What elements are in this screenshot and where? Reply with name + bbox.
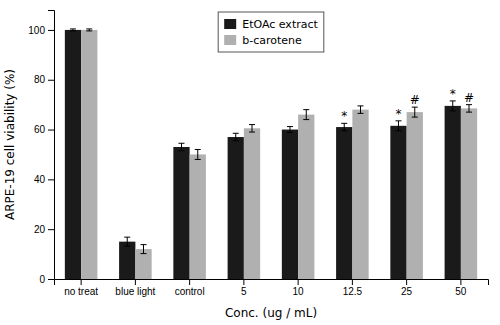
x-tick-mark — [460, 279, 461, 285]
y-tick: 20 — [34, 224, 54, 235]
bar — [119, 242, 135, 279]
significance-marker: * — [450, 87, 456, 101]
error-bar — [287, 127, 293, 133]
y-tick-label: 0 — [39, 274, 45, 285]
y-tick-mark — [48, 279, 54, 280]
x-tick: 25 — [401, 279, 413, 297]
y-tick-label: 40 — [34, 174, 46, 185]
error-bar — [249, 125, 255, 132]
series — [65, 29, 461, 279]
legend-label: EtOAc extract — [242, 18, 318, 31]
bar — [336, 127, 352, 279]
y-tick-mark — [48, 179, 54, 180]
bar — [65, 30, 81, 279]
y-tick-mark — [48, 80, 54, 81]
y-tick: 0 — [39, 274, 54, 285]
bar — [298, 115, 314, 279]
x-tick-mark — [243, 279, 244, 285]
y-tick-mark — [48, 130, 54, 131]
y-tick-mark — [48, 229, 54, 230]
y-tick: 60 — [34, 124, 54, 135]
x-tick-mark — [298, 279, 299, 285]
x-tick: 5 — [241, 279, 247, 297]
annotations: * * * # # — [341, 87, 474, 123]
legend-label: b-carotene — [242, 34, 302, 47]
error-bar — [466, 105, 472, 112]
bar — [445, 106, 461, 279]
y-axis: 0 20 40 60 80 100 — [28, 11, 54, 285]
x-axis-line — [55, 280, 489, 286]
error-bar — [195, 149, 201, 159]
y-tick-label: 100 — [28, 25, 45, 36]
x-axis: no treat blue light control 5 10 12.5 25 50 — [55, 279, 489, 297]
x-tick-label: 50 — [455, 286, 467, 297]
bar — [390, 126, 406, 279]
bar — [228, 137, 244, 279]
chart: 0 20 40 60 80 100 no treat blue light control 5 10… — [0, 0, 500, 325]
error-bar — [141, 245, 147, 254]
x-tick-label: 5 — [241, 286, 247, 297]
y-tick-mark — [48, 30, 54, 31]
bar — [352, 110, 368, 279]
error-bar — [303, 110, 309, 120]
legend-frame — [218, 12, 324, 52]
series — [81, 29, 477, 279]
error-bar — [233, 133, 239, 140]
x-tick-label: no treat — [64, 286, 98, 297]
bar — [461, 108, 477, 279]
error-bar — [450, 101, 456, 111]
y-tick: 80 — [34, 74, 54, 85]
error-bar — [412, 107, 418, 117]
error-bar — [341, 123, 347, 130]
x-tick-label: blue light — [115, 286, 155, 297]
legend-swatch — [224, 19, 236, 29]
y-tick-label: 20 — [34, 224, 46, 235]
marks — [65, 29, 477, 279]
x-tick-label: 10 — [293, 286, 305, 297]
significance-marker: * — [395, 107, 401, 121]
error-bar — [178, 143, 184, 150]
x-tick-label: 25 — [401, 286, 413, 297]
bar — [190, 154, 206, 279]
x-tick-mark — [189, 279, 190, 285]
error-bar — [124, 237, 130, 246]
bar — [407, 112, 423, 279]
x-tick: no treat — [64, 279, 98, 297]
significance-marker: # — [464, 91, 474, 105]
error-bar — [395, 121, 401, 131]
legend: EtOAc extract b-carotene — [218, 12, 324, 52]
y-tick-label: 60 — [34, 124, 46, 135]
y-tick-label: 80 — [34, 74, 46, 85]
x-tick-mark — [81, 279, 82, 285]
x-tick: 12.5 — [343, 279, 363, 297]
x-tick-mark — [352, 279, 353, 285]
x-tick-mark — [135, 279, 136, 285]
significance-marker: # — [410, 93, 420, 107]
error-bar — [358, 106, 364, 113]
y-axis-line — [48, 11, 55, 280]
y-tick: 40 — [34, 174, 54, 185]
bar — [173, 147, 189, 279]
error-bar — [86, 29, 92, 31]
y-axis-title: ARPE-19 cell viability (%) — [3, 69, 17, 220]
bar — [282, 130, 298, 279]
x-tick: blue light — [115, 279, 155, 297]
bar — [244, 128, 260, 279]
x-tick: 10 — [293, 279, 305, 297]
significance-marker: * — [341, 109, 347, 123]
x-tick: control — [175, 279, 205, 297]
x-tick-label: 12.5 — [343, 286, 363, 297]
x-tick-mark — [406, 279, 407, 285]
plot: 0 20 40 60 80 100 no treat blue light control 5 10… — [28, 11, 488, 298]
bar — [81, 30, 97, 279]
error-bar — [70, 29, 76, 31]
x-tick: 50 — [455, 279, 467, 297]
x-tick-label: control — [175, 286, 205, 297]
x-axis-title: Conc. (ug / mL) — [225, 306, 317, 320]
y-tick: 100 — [28, 25, 54, 36]
legend-swatch — [224, 35, 236, 45]
